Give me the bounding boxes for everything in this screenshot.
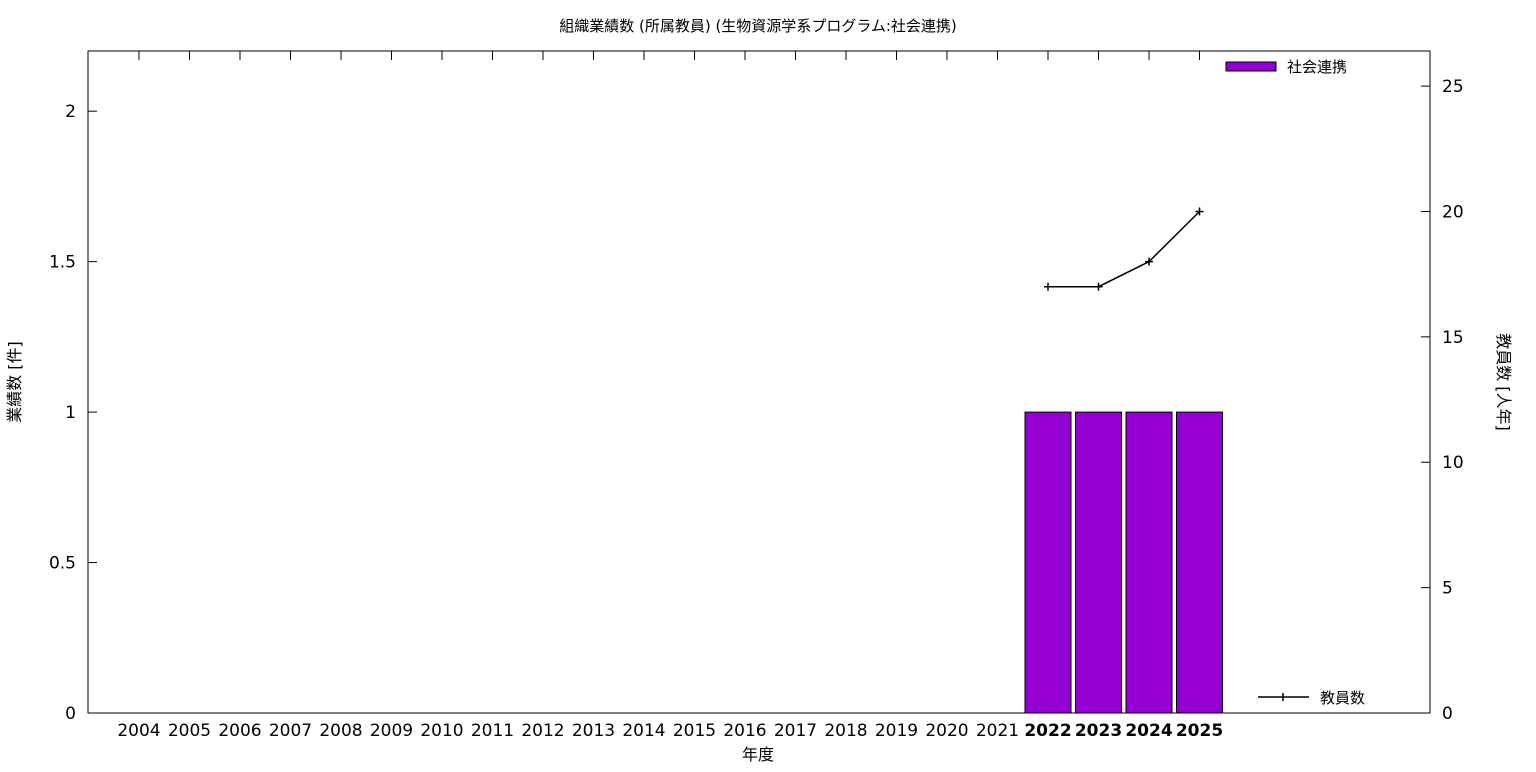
x-tick-label: 2016 [723,721,766,741]
line-point-marker [1044,282,1052,291]
y2-tick-label: 25 [1442,77,1464,97]
x-tick-label: 2007 [269,721,312,741]
x-tick-label: 2025 [1176,721,1223,741]
x-tick-label: 2005 [168,721,211,741]
plot-frame [87,50,1431,714]
y-tick-label: 2 [65,102,76,122]
y2-tick-label: 20 [1442,202,1464,222]
teacher-count-line [1048,210,1201,288]
y-tick-label: 1.5 [49,253,76,273]
bar [1075,411,1122,714]
right-axis: 0 5 10 15 20 25 [1421,77,1464,724]
bar [1125,411,1173,714]
x-tick-label: 2018 [824,721,867,741]
x-axis-title: 年度 [742,745,774,764]
x-tick-label: 2009 [370,721,413,741]
y-tick-label: 0.5 [49,554,76,574]
x-tick-label: 2023 [1075,721,1122,741]
chart-title: 組織業績数 (所属教員) (生物資源学系プログラム:社会連携) [559,17,957,35]
y2-tick-label: 10 [1442,453,1464,473]
legend-swatch-bar [1225,61,1277,72]
line-point-marker [1195,207,1204,216]
line-point-marker [1094,282,1103,291]
x-tick-label: 2014 [622,721,665,741]
x-tick-label: 2010 [420,721,463,741]
x-tick-label: 2013 [572,721,615,741]
x-tick-label: 2015 [673,721,716,741]
x-tick-label: 2012 [521,721,564,741]
y-tick-label: 0 [65,704,76,724]
x-tick-label: 2017 [774,721,817,741]
x-tick-label: 2024 [1125,721,1172,741]
x-tick-label: 2004 [117,721,160,741]
line-series [1044,207,1204,291]
y-tick-label: 1 [65,403,76,423]
x-tick-label: 2008 [319,721,362,741]
x-tick-label: 2020 [925,721,968,741]
x-tick-label: 2021 [976,721,1019,741]
left-axis: 0 0.5 1 1.5 2 [49,102,97,724]
y2-axis-title: 教員数 [人年] [1494,333,1513,431]
x-tick-label: 2006 [218,721,261,741]
line-point-marker [1145,257,1153,266]
x-axis: 2004 2005 2006 2007 2008 2009 2010 2011 2012 2013… [117,51,1223,741]
legend-label-bar: 社会連携 [1287,58,1347,76]
y2-tick-label: 0 [1442,704,1453,724]
bar-series [1024,411,1223,714]
bar [1024,411,1072,714]
x-tick-label: 2022 [1024,721,1071,741]
bar [1176,411,1223,714]
y2-tick-label: 5 [1442,579,1453,599]
y-axis-title: 業績数 [件] [5,341,24,423]
y2-tick-label: 15 [1442,328,1464,348]
x-tick-label: 2011 [471,721,514,741]
legend-label-line: 教員数 [1320,689,1365,707]
x-tick-label: 2019 [875,721,918,741]
